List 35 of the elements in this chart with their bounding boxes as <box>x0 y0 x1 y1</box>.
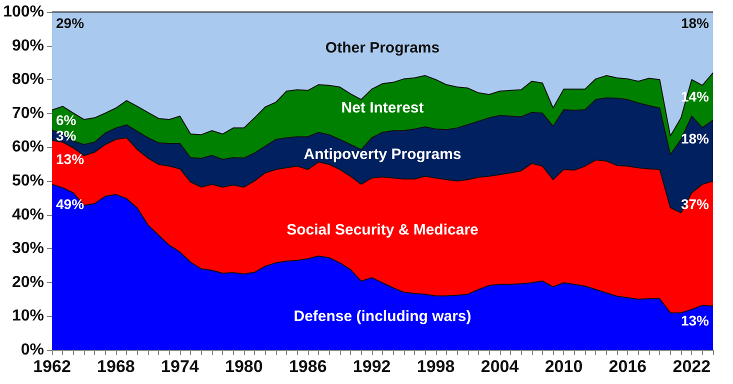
y-tick-label: 80% <box>12 71 44 88</box>
series-label: Other Programs <box>325 39 440 56</box>
x-tick-label: 1974 <box>161 357 200 376</box>
y-tick-label: 10% <box>12 308 44 325</box>
x-tick-label: 1998 <box>416 357 455 376</box>
x-tick-label: 1992 <box>352 357 391 376</box>
x-tick-label: 2004 <box>480 357 520 376</box>
x-tick-label: 2016 <box>608 357 647 376</box>
y-tick-label: 50% <box>12 172 44 190</box>
y-tick-label: 70% <box>12 104 44 122</box>
data-label: 6% <box>56 112 77 128</box>
data-label: 29% <box>56 15 85 31</box>
data-label: 18% <box>680 15 710 31</box>
data-label: 13% <box>56 150 85 167</box>
x-tick-label: 1980 <box>224 357 263 376</box>
x-tick-label: 1986 <box>288 357 327 376</box>
y-tick-label: 20% <box>12 274 44 291</box>
y-tick-label: 90% <box>12 37 44 54</box>
series-label: Social Security & Medicare <box>286 221 478 238</box>
series-label: Antipoverty Programs <box>304 146 462 164</box>
data-label: 3% <box>56 127 77 144</box>
y-tick-label: 40% <box>12 206 44 224</box>
series-label: Defense (including wars) <box>294 308 472 325</box>
data-label: 18% <box>680 130 710 147</box>
y-tick-label: 100% <box>3 4 44 20</box>
x-tick-label: 1962 <box>33 357 71 376</box>
x-tick-label: 2010 <box>544 357 583 376</box>
y-tick-label: 30% <box>12 240 44 258</box>
x-tick-label: 2022 <box>672 357 711 376</box>
y-tick-label: 60% <box>12 138 44 156</box>
y-tick-label: 0% <box>20 342 44 358</box>
data-label: 49% <box>56 196 85 212</box>
series-label: Net Interest <box>341 99 424 116</box>
x-tick-label: 1968 <box>97 357 135 376</box>
data-label: 13% <box>680 312 710 328</box>
